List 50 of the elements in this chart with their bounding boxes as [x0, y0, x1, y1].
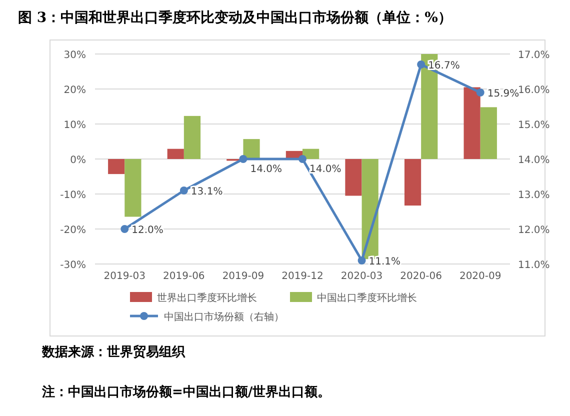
x-tick-label: 2019-09	[222, 271, 264, 282]
x-tick-label: 2020-03	[340, 271, 383, 282]
bar	[184, 116, 201, 159]
bar	[124, 159, 142, 217]
legend-label: 世界出口季度环比增长	[157, 292, 257, 304]
y2-tick-label: 16.0%	[518, 85, 550, 96]
bar	[345, 159, 362, 196]
y-tick-label: 20%	[64, 85, 86, 96]
text: 注：中国出口市场份额=中国出口额/世界出口额。	[41, 384, 331, 400]
bar	[108, 159, 125, 174]
y-tick-label: 0%	[70, 155, 86, 166]
legend-label: 中国出口季度环比增长	[317, 292, 417, 304]
bar	[243, 139, 260, 159]
bar	[480, 107, 497, 159]
chart-title: 图 3：中国和世界出口季度环比变动及中国出口市场份额（单位：%）	[18, 9, 452, 26]
data-label: 13.1%	[190, 186, 223, 198]
bar	[464, 87, 480, 159]
x-tick-label: 2020-06	[400, 271, 442, 282]
point	[239, 155, 248, 163]
y-tick-label: -30%	[60, 260, 86, 271]
data-label: 15.9%	[487, 88, 520, 100]
y2-tick-label: 12.0%	[518, 225, 550, 236]
x-tick-label: 2020-09	[459, 271, 502, 282]
point	[476, 88, 484, 96]
data-label: 14.0%	[250, 164, 282, 175]
y2-tick-label: 11.0%	[518, 260, 550, 271]
point	[417, 60, 426, 68]
bar	[302, 148, 320, 159]
bar	[167, 148, 184, 159]
x-tick-label: 2019-06	[163, 271, 205, 282]
x-tick-label: 2019-12	[282, 271, 324, 282]
bar	[404, 159, 422, 206]
y-tick-label: 30%	[64, 50, 86, 61]
point	[358, 256, 366, 264]
data-label: 14.0%	[310, 164, 342, 175]
point	[298, 155, 306, 163]
source-note: 数据来源：世界贸易组织	[41, 344, 186, 360]
y-tick-label: -20%	[60, 225, 86, 236]
y2-tick-label: 13.0%	[518, 190, 550, 201]
point	[180, 186, 188, 194]
y2-tick-label: 14.0%	[518, 155, 550, 166]
legend-label: 中国出口市场份额（右轴）	[164, 311, 284, 323]
y2-tick-label: 15.0%	[518, 120, 550, 131]
y-tick-label: 10%	[64, 120, 86, 131]
y-tick-label: -10%	[60, 190, 86, 201]
point	[120, 225, 129, 233]
data-label: 11.1%	[368, 256, 401, 268]
x-tick-label: 2019-03	[104, 271, 146, 282]
y2-tick-label: 17.0%	[518, 50, 550, 61]
data-label: 12.0%	[132, 225, 164, 236]
